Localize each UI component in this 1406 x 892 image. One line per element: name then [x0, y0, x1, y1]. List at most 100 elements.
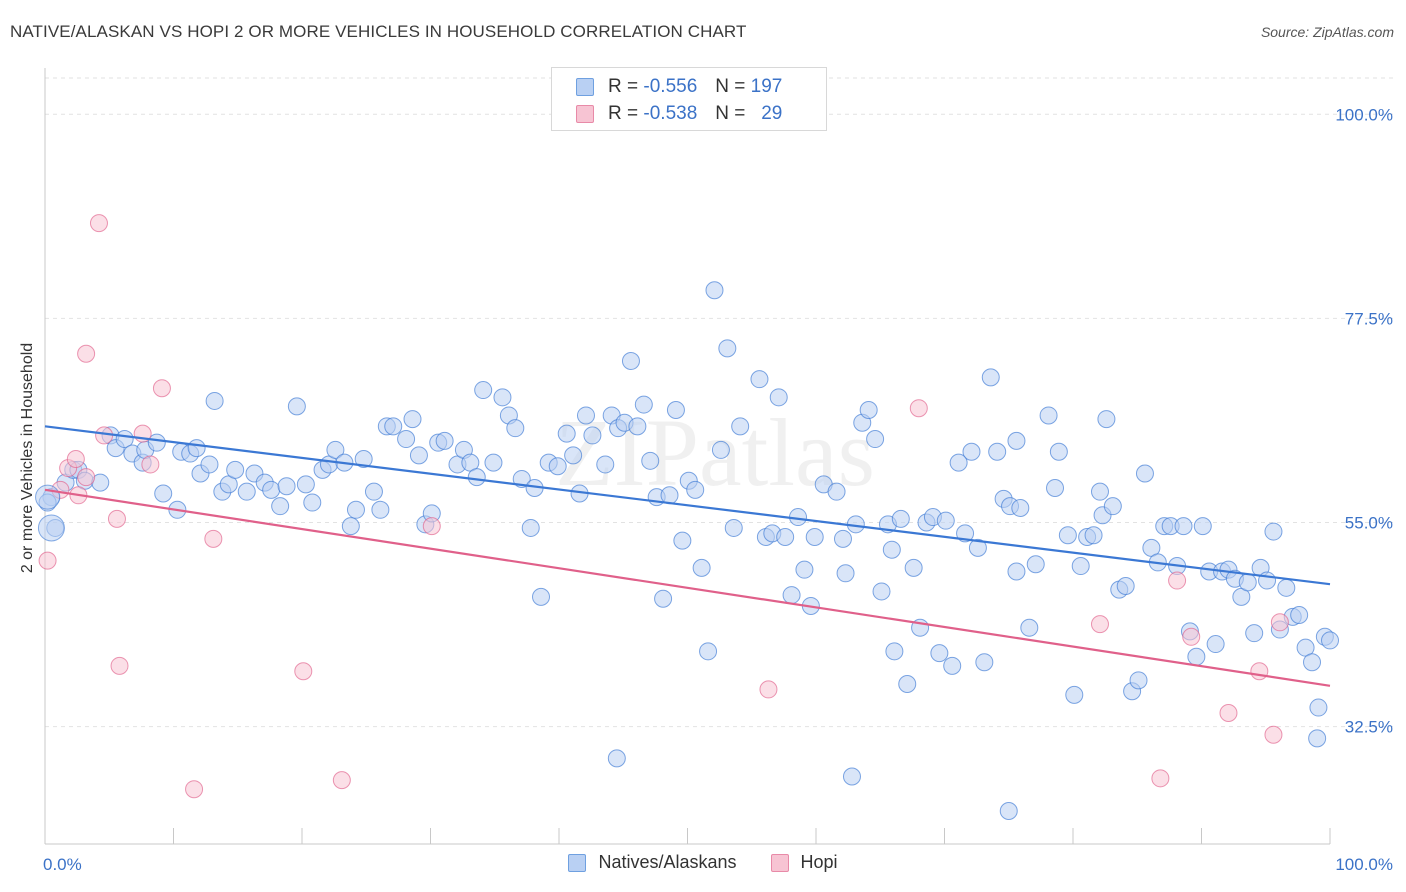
native-point — [795, 560, 814, 579]
native-point — [962, 442, 981, 461]
native-point — [782, 586, 801, 605]
native-point — [718, 339, 737, 358]
native-point — [371, 500, 390, 519]
native-point — [1174, 517, 1193, 536]
y-tick-label: 100.0% — [1335, 105, 1393, 124]
native-point — [1290, 606, 1309, 625]
native-point — [364, 482, 383, 501]
native-point — [384, 417, 403, 436]
native-point — [1049, 442, 1068, 461]
native-point — [512, 469, 531, 488]
legend-swatch-hopi — [770, 853, 789, 872]
native-point — [521, 518, 540, 537]
native-point — [237, 482, 256, 501]
native-point — [776, 528, 795, 547]
native-point — [731, 417, 750, 436]
native-point — [1303, 653, 1322, 672]
native-point — [891, 509, 910, 528]
native-point — [666, 401, 685, 420]
hopi-point — [759, 680, 778, 699]
hopi-point — [1264, 725, 1283, 744]
native-point — [1046, 479, 1065, 498]
native-point — [1058, 526, 1077, 545]
x-tick-label: 0.0% — [43, 855, 82, 874]
native-point — [724, 518, 743, 537]
hopi-point — [110, 656, 129, 675]
native-point — [968, 538, 987, 557]
legend-n-label: N = — [715, 76, 746, 97]
native-point — [654, 589, 673, 608]
hopi-point — [204, 529, 223, 548]
native-point — [1011, 498, 1030, 517]
native-point — [936, 511, 955, 530]
native-point — [1308, 729, 1327, 748]
native-point — [673, 531, 692, 550]
native-point — [1071, 557, 1090, 576]
legend-swatch-hopi — [576, 105, 594, 123]
native-point — [699, 642, 718, 661]
native-point — [37, 514, 65, 542]
native-point — [277, 477, 296, 496]
native-point — [711, 440, 730, 459]
native-point — [833, 529, 852, 548]
native-point — [904, 558, 923, 577]
native-point — [403, 410, 422, 429]
hopi-trend-line — [44, 488, 1331, 687]
legend-r-value: -0.556 — [643, 76, 698, 97]
hopi-point — [1182, 627, 1201, 646]
series-legend: Natives/Alaskans Hopi — [0, 852, 1406, 873]
native-point — [1187, 647, 1206, 666]
native-point — [35, 484, 61, 510]
native-point — [836, 564, 855, 583]
legend-row-natives: R = -0.556 N = 197 — [576, 74, 782, 100]
hopi-point — [66, 450, 85, 468]
native-point — [1026, 555, 1045, 574]
hopi-point — [1219, 704, 1238, 722]
native-point — [769, 388, 788, 407]
native-point — [827, 482, 846, 501]
native-point — [1129, 671, 1148, 690]
native-point — [607, 749, 626, 768]
native-point — [262, 480, 281, 499]
native-point — [1193, 517, 1212, 536]
hopi-point — [152, 379, 171, 398]
legend-n-value: 29 — [761, 103, 783, 124]
native-point — [484, 453, 503, 472]
y-tick-label: 77.5% — [1345, 309, 1393, 328]
legend-swatch-natives — [576, 78, 594, 96]
native-point — [1116, 577, 1135, 595]
native-point — [981, 368, 1000, 387]
native-point — [296, 475, 315, 494]
hopi-point — [77, 344, 96, 363]
y-tick-label: 55.0% — [1345, 514, 1393, 533]
native-point — [1007, 562, 1026, 581]
native-point — [326, 440, 345, 459]
native-point — [532, 587, 551, 606]
legend-label-natives: Natives/Alaskans — [598, 852, 737, 872]
native-point — [346, 500, 365, 519]
native-point — [1007, 431, 1026, 450]
legend-row-hopi: R = -0.538 N = 29 — [576, 101, 782, 127]
native-point — [506, 419, 525, 438]
native-point — [1103, 497, 1122, 516]
native-point — [1309, 698, 1328, 717]
hopi-point — [1270, 613, 1289, 632]
native-point — [1321, 631, 1339, 650]
native-point — [1206, 635, 1225, 654]
legend-n-value: 197 — [750, 76, 783, 97]
native-point — [1020, 618, 1039, 637]
native-point — [692, 558, 711, 577]
native-point — [287, 397, 306, 416]
hopi-point — [1151, 769, 1170, 788]
native-point — [641, 451, 660, 470]
native-point — [1090, 482, 1109, 501]
native-point — [956, 524, 975, 543]
native-point — [1039, 406, 1058, 425]
hopi-point — [38, 551, 57, 570]
native-point — [205, 391, 224, 410]
native-point — [705, 281, 724, 300]
native-point — [1277, 578, 1296, 597]
stats-legend: R = -0.556 N = 197 R = -0.538 N = 29 — [551, 67, 827, 131]
hopi-point — [294, 662, 313, 681]
